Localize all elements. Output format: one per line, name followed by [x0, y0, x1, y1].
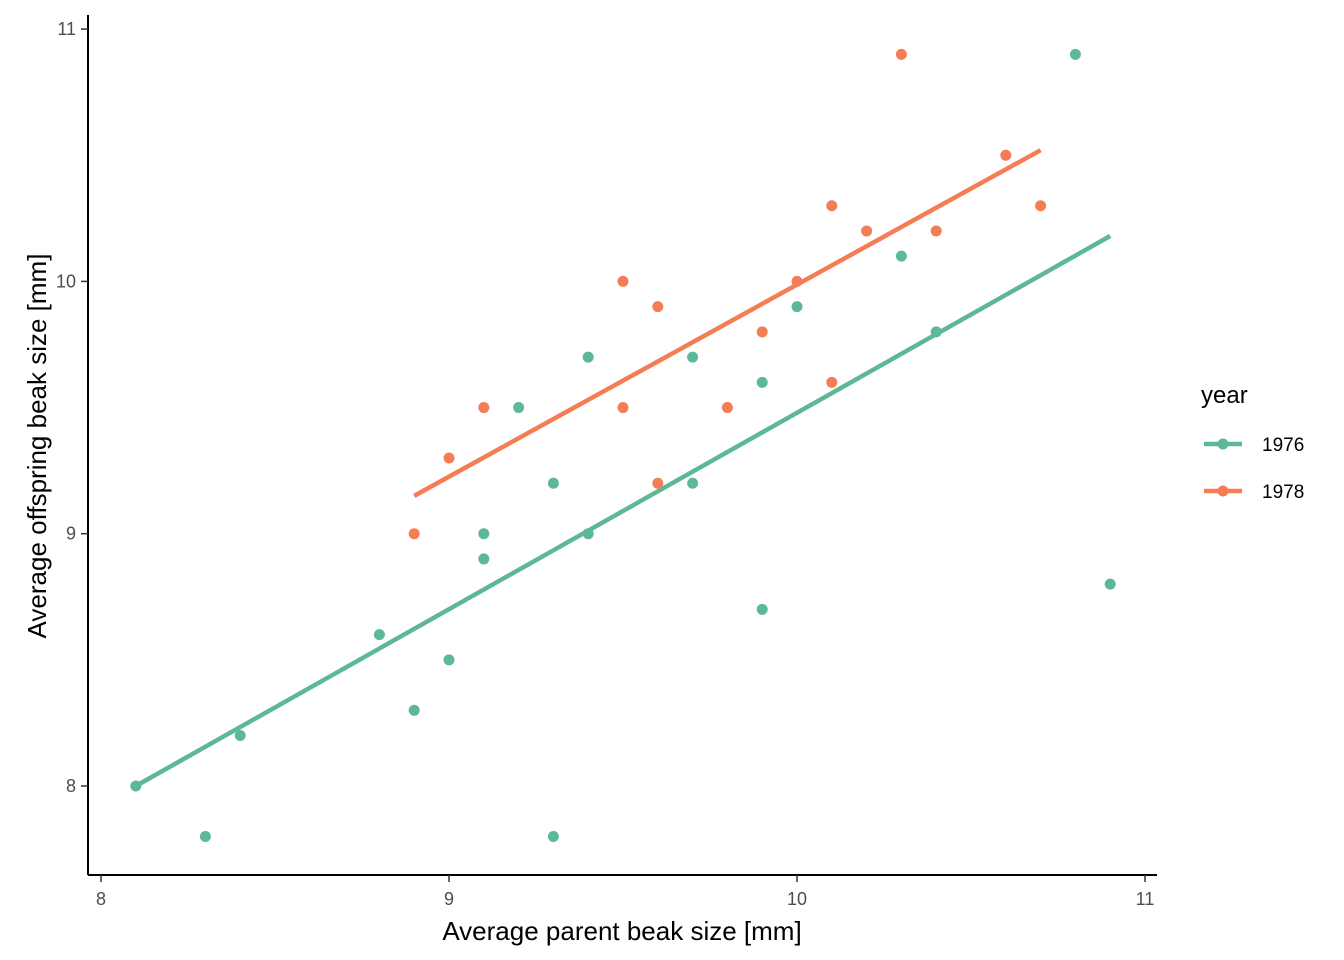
data-point-1976 [582, 528, 594, 540]
data-point-1976 [582, 351, 594, 363]
legend-title: year [1201, 382, 1248, 409]
x-tick-label: 11 [1136, 889, 1155, 909]
data-point-1976 [547, 830, 559, 842]
data-point-1976 [199, 830, 211, 842]
data-point-1978 [1035, 200, 1047, 212]
data-point-1978 [652, 301, 664, 313]
y-tick-label: 10 [56, 271, 76, 291]
data-point-1976 [687, 477, 699, 489]
data-point-1978 [861, 225, 873, 237]
legend: year 1976 1978 [1201, 382, 1304, 503]
data-point-1976 [756, 376, 768, 388]
data-point-1978 [721, 402, 733, 414]
data-point-1976 [478, 553, 490, 565]
data-point-1976 [234, 730, 246, 742]
data-point-1976 [756, 603, 768, 615]
data-point-1978 [652, 477, 664, 489]
y-tick-label: 11 [57, 19, 76, 39]
data-point-1976 [478, 528, 490, 540]
y-tick-label: 9 [66, 524, 76, 544]
data-point-1978 [791, 275, 803, 287]
legend-key-point-1978 [1217, 485, 1229, 497]
data-point-1978 [826, 376, 838, 388]
data-point-1976 [1104, 578, 1116, 590]
data-point-1976 [408, 704, 420, 716]
data-point-1978 [895, 48, 907, 60]
legend-label-1976: 1976 [1262, 435, 1304, 456]
data-point-1978 [826, 200, 838, 212]
data-point-1978 [617, 402, 629, 414]
legend-key-point-1976 [1217, 438, 1229, 450]
fit-line-1976 [134, 234, 1112, 788]
data-point-1978 [756, 326, 768, 338]
data-point-1978 [617, 275, 629, 287]
x-tick-label: 8 [96, 889, 106, 909]
y-tick-label: 8 [66, 776, 76, 796]
data-point-1976 [687, 351, 699, 363]
data-point-1976 [930, 326, 942, 338]
data-point-1978 [408, 528, 420, 540]
data-point-1976 [895, 250, 907, 262]
fit-line-1978 [413, 148, 1042, 498]
y-axis-title: Average offspring beak size [mm] [22, 254, 52, 639]
x-axis-title: Average parent beak size [mm] [442, 916, 801, 946]
data-point-1976 [791, 301, 803, 313]
data-point-1978 [443, 452, 455, 464]
data-point-1976 [547, 477, 559, 489]
x-tick-label: 10 [787, 889, 807, 909]
data-point-1978 [1000, 149, 1012, 161]
plot-marks [130, 48, 1116, 842]
data-point-1978 [478, 402, 490, 414]
axes: 8 9 10 11 8 9 10 11 [56, 15, 1157, 909]
x-tick-label: 9 [444, 889, 454, 909]
data-point-1976 [130, 780, 142, 792]
data-point-1978 [930, 225, 942, 237]
legend-label-1978: 1978 [1262, 482, 1304, 503]
data-point-1976 [1069, 48, 1081, 60]
data-point-1976 [513, 402, 525, 414]
data-point-1976 [373, 629, 385, 641]
data-point-1976 [443, 654, 455, 666]
